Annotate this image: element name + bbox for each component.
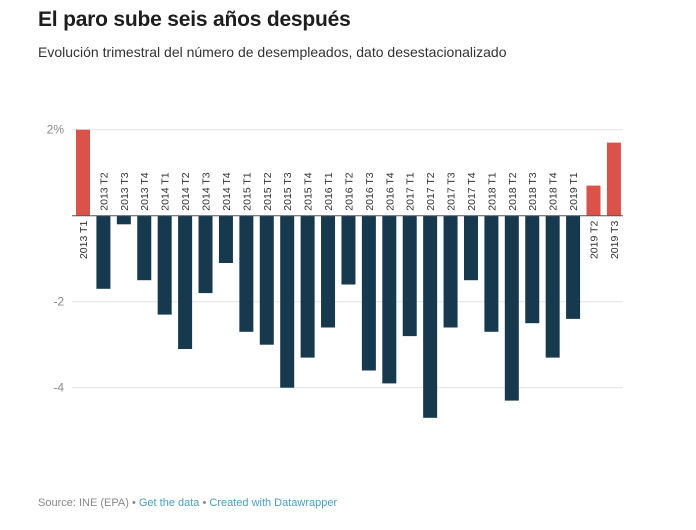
category-label: 2017 T4 [466,172,478,210]
category-label: 2016 T3 [364,172,376,210]
y-tick-label: 2% [47,123,65,137]
category-label: 2013 T3 [119,172,131,210]
category-label: 2018 T4 [548,172,560,210]
category-label: 2013 T2 [98,172,110,210]
datawrapper-link[interactable]: Created with Datawrapper [209,497,338,509]
category-label: 2016 T2 [343,172,355,210]
category-label: 2019 T2 [589,221,601,259]
bar [96,215,111,289]
category-label: 2018 T3 [527,172,539,210]
bar [76,129,90,216]
category-label: 2015 T4 [303,172,315,210]
category-label: 2017 T3 [446,172,458,210]
bar [525,215,540,324]
bar [361,215,376,371]
category-label: 2013 T4 [139,172,151,210]
category-label: 2015 T3 [282,172,294,210]
category-labels: 2013 T1 2013 T2 2013 T3 2013 T4 2014 T1 2014 … [78,172,621,259]
category-label: 2015 T1 [241,172,253,210]
bar [566,215,581,319]
bar [198,215,213,294]
category-label: 2019 T1 [568,172,580,210]
bar [218,215,233,263]
bar [157,215,172,315]
bar-chart: 2% -2 -4 2013 T1 2013 T2 2013 T3 2013 T4 2014 … [47,123,623,418]
bar [341,215,356,285]
bar [463,215,478,281]
source-text: Source: INE (EPA) [38,497,129,509]
bar [116,215,131,225]
bar [586,185,601,216]
bar [321,215,336,328]
category-label: 2016 T1 [323,172,335,210]
bar [423,215,438,418]
bar [137,215,152,281]
bar [239,215,254,332]
bar [504,215,519,401]
separator: • [128,497,139,509]
bar [259,215,274,345]
y-tick-label: -2 [53,295,64,309]
category-label: 2014 T2 [180,172,192,210]
bars [76,129,621,418]
category-label: 2014 T3 [201,172,213,210]
category-label: 2015 T2 [262,172,274,210]
category-label: 2017 T2 [425,172,437,210]
get-data-link[interactable]: Get the data [138,497,200,509]
category-label: 2018 T1 [486,172,498,210]
y-tick-label: -4 [53,381,64,395]
bar [402,215,417,337]
separator: • [199,497,210,509]
category-label: 2017 T1 [405,172,417,210]
bar [382,215,397,384]
bar [545,215,560,358]
chart-footer: Source: INE (EPA) • Get the data • Creat… [38,497,337,509]
bar [300,215,315,358]
bar [484,215,499,332]
chart-title: El paro sube seis años después [38,8,351,31]
bar [443,215,458,328]
bar [178,215,193,349]
category-label: 2014 T1 [160,172,172,210]
bar [606,142,621,216]
chart-subtitle: Evolución trimestral del número de desem… [38,44,507,60]
category-label: 2013 T1 [78,221,90,259]
category-label: 2016 T4 [384,172,396,210]
category-label: 2019 T3 [609,221,621,259]
category-label: 2014 T4 [221,172,233,210]
category-label: 2018 T2 [507,172,519,210]
bar [280,215,295,388]
